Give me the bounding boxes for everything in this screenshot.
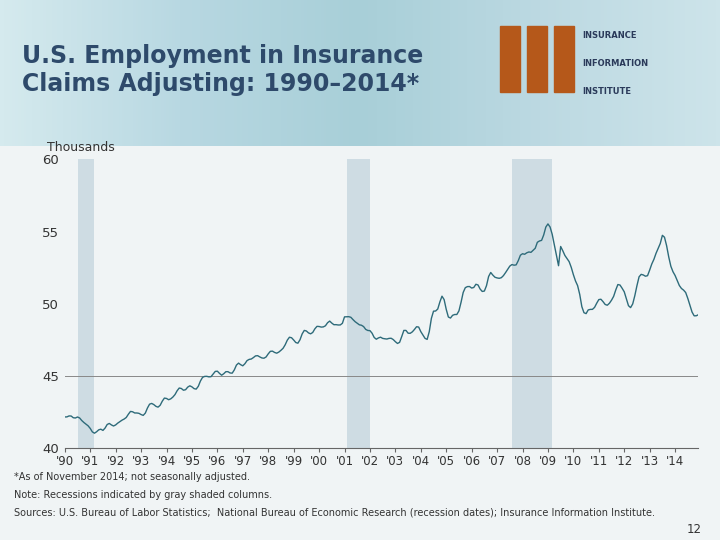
Text: Thousands: Thousands — [47, 141, 114, 154]
Text: U.S. Employment in Insurance
Claims Adjusting: 1990–2014*: U.S. Employment in Insurance Claims Adju… — [22, 44, 423, 96]
Text: *As of November 2014; not seasonally adjusted.: *As of November 2014; not seasonally adj… — [14, 472, 251, 483]
Text: INFORMATION: INFORMATION — [582, 59, 649, 68]
Bar — [512, 159, 552, 448]
Text: INSURANCE: INSURANCE — [582, 31, 637, 40]
Bar — [554, 26, 574, 92]
Bar — [527, 26, 547, 92]
Bar — [346, 159, 370, 448]
Bar — [78, 159, 94, 448]
Text: INSTITUTE: INSTITUTE — [582, 86, 631, 96]
Text: 12: 12 — [687, 523, 702, 536]
Text: Sources: U.S. Bureau of Labor Statistics;  National Bureau of Economic Research : Sources: U.S. Bureau of Labor Statistics… — [14, 508, 655, 518]
Text: Note: Recessions indicated by gray shaded columns.: Note: Recessions indicated by gray shade… — [14, 490, 273, 501]
Bar — [500, 26, 520, 92]
